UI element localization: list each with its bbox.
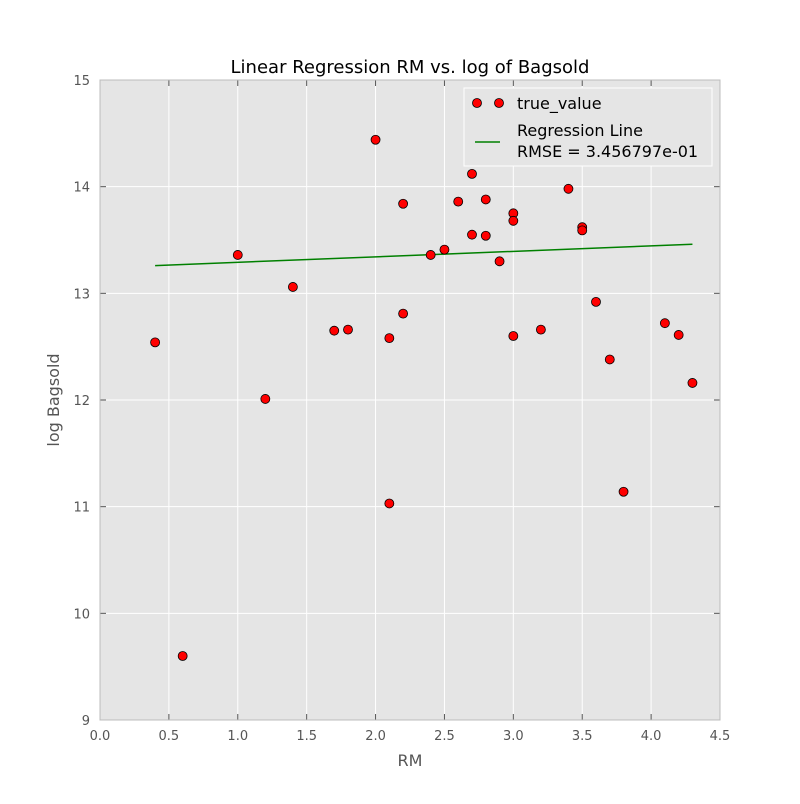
plot-frame xyxy=(99,79,721,721)
data-point xyxy=(425,250,436,260)
data-point xyxy=(384,498,395,509)
legend-marker-true-value xyxy=(494,98,504,108)
data-point xyxy=(329,325,340,336)
data-point xyxy=(508,215,519,226)
axis-ticks: 0.0 0.5 1.0 1.5 2.0 2.5 3.0 3.5 4.0 4.5 9 10 11 12 13 1… xyxy=(73,74,730,744)
legend: true_value Regression Line RMSE = 3.4567… xyxy=(463,87,713,167)
x-axis-label: RM xyxy=(398,751,423,770)
data-point xyxy=(232,250,243,260)
data-point xyxy=(398,198,409,209)
data-point xyxy=(343,324,353,335)
x-tick-label: 3.5 xyxy=(572,729,593,744)
data-point xyxy=(659,318,670,329)
y-tick-label: 14 xyxy=(73,181,90,196)
x-tick-label: 4.0 xyxy=(641,729,662,744)
y-axis-label: log Bagsold xyxy=(44,353,63,446)
chart-marks xyxy=(150,134,698,661)
data-point xyxy=(453,196,464,207)
y-tick-label: 15 xyxy=(73,74,90,89)
legend-label-rmse: RMSE = 3.456797e-01 xyxy=(517,142,698,161)
y-tick-label: 13 xyxy=(73,287,90,302)
data-point xyxy=(591,296,601,307)
data-point xyxy=(467,168,477,179)
data-point xyxy=(439,244,450,255)
legend-marker-true-value xyxy=(472,98,482,108)
legend-box xyxy=(463,87,713,167)
data-point xyxy=(673,330,684,340)
data-point xyxy=(480,194,491,205)
x-tick-label: 0.0 xyxy=(90,729,111,744)
data-point xyxy=(563,183,574,194)
x-tick-label: 3.0 xyxy=(503,729,524,744)
data-point xyxy=(508,331,519,341)
data-point xyxy=(150,337,161,348)
y-tick-label: 12 xyxy=(73,394,90,409)
x-tick-label: 2.0 xyxy=(365,729,386,744)
y-tick-label: 11 xyxy=(73,501,90,516)
x-tick-label: 2.5 xyxy=(434,729,455,744)
x-tick-label: 1.0 xyxy=(227,729,248,744)
data-point xyxy=(260,394,271,404)
data-point xyxy=(384,333,395,344)
data-point xyxy=(287,282,298,292)
legend-label-true-value: true_value xyxy=(517,94,602,114)
data-point xyxy=(618,486,629,497)
x-tick-label: 1.5 xyxy=(296,729,317,744)
data-point xyxy=(467,229,477,240)
data-point xyxy=(177,651,188,661)
chart-title: Linear Regression RM vs. log of Bagsold xyxy=(231,57,590,78)
data-point xyxy=(370,134,381,145)
data-point xyxy=(687,378,698,388)
regression-line xyxy=(155,243,693,267)
data-point xyxy=(604,354,615,365)
y-tick-label: 9 xyxy=(82,714,90,729)
x-tick-label: 0.5 xyxy=(159,729,180,744)
data-point xyxy=(535,324,546,335)
x-tick-label: 4.5 xyxy=(710,729,731,744)
data-point xyxy=(494,256,505,267)
legend-label-regression: Regression Line xyxy=(517,121,643,140)
data-point xyxy=(480,230,491,241)
y-tick-label: 10 xyxy=(73,607,90,622)
data-point xyxy=(577,225,588,236)
data-point xyxy=(398,308,409,319)
